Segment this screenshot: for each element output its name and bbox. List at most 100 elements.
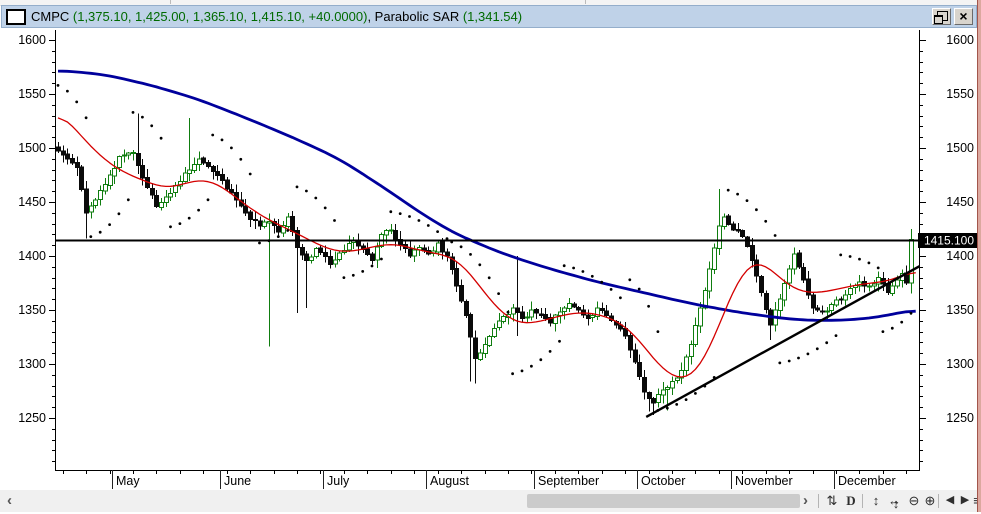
candle-up <box>89 205 94 213</box>
sar-dot <box>520 369 524 373</box>
sar-dot <box>305 189 308 193</box>
pan-icon[interactable]: ↔ ↕ <box>888 493 901 511</box>
candle-up <box>117 156 122 169</box>
y-axis-label: 1300 <box>946 357 974 371</box>
axis-labels: 1600 1600 1550 1550 1500 1500 1450 1450 1400 1400… <box>18 33 974 425</box>
zoom-in-icon[interactable]: ⊕ <box>924 493 936 508</box>
candle-down <box>534 309 539 314</box>
zoom-out-icon[interactable]: ⊖ <box>908 493 920 508</box>
sar-dot <box>408 215 411 218</box>
candle-up <box>707 268 712 292</box>
sar-dot <box>150 124 154 128</box>
sar-dot <box>478 263 482 267</box>
candle-down <box>318 247 323 254</box>
candle-up <box>487 335 492 347</box>
candle-down <box>258 220 263 227</box>
candle-down <box>740 229 745 238</box>
candle-down <box>215 170 220 176</box>
candle-down <box>79 166 84 191</box>
sar-dot <box>815 347 819 351</box>
y-axis-label: 1500 <box>946 141 974 155</box>
candle-down <box>225 179 230 190</box>
candle-down <box>136 152 141 167</box>
candle-down <box>56 146 61 152</box>
candle-down <box>651 397 656 404</box>
candle-up <box>497 320 502 329</box>
sar-dot <box>75 100 79 104</box>
candle-down <box>370 253 375 261</box>
candle-up <box>384 229 389 236</box>
y-axis-label: 1400 <box>18 249 46 263</box>
candle-up <box>693 325 698 346</box>
candle-up <box>825 310 830 313</box>
candle-up <box>314 247 319 257</box>
candle-up <box>511 307 516 315</box>
candle-down <box>328 255 333 266</box>
candle-up <box>389 229 394 232</box>
month-label: September <box>538 474 599 488</box>
scrollbar-thumb[interactable] <box>527 494 800 508</box>
vertical-fit-icon[interactable]: ↕ <box>872 493 880 508</box>
title-bar[interactable]: CMPC (1,375.10, 1,425.00, 1,365.10, 1,41… <box>1 5 977 28</box>
sar-dot <box>745 199 749 203</box>
sar-dot <box>619 296 622 300</box>
plot-area <box>56 69 920 418</box>
prev-chart-icon[interactable]: ◀ <box>945 494 955 506</box>
scroll-right-arrow[interactable]: › <box>803 492 808 509</box>
candle-down <box>600 308 605 311</box>
candle-down <box>811 294 816 309</box>
candle-up <box>595 307 600 318</box>
y-axis-label: 1350 <box>18 303 46 317</box>
candle-up <box>890 285 895 294</box>
candle-up <box>590 315 595 319</box>
candle-up <box>309 256 314 262</box>
candle-up <box>698 307 703 327</box>
restore-button[interactable] <box>932 8 951 25</box>
sar-dot <box>351 273 355 277</box>
next-chart-icon[interactable]: ▶ <box>960 494 970 506</box>
candle-up <box>876 277 881 285</box>
candle-down <box>820 310 825 313</box>
candle-down <box>65 153 70 160</box>
candle-down <box>300 246 305 256</box>
title-indicator-name: , Parabolic SAR <box>367 9 463 24</box>
candle-down <box>454 268 459 287</box>
axes <box>49 30 926 471</box>
candle-down <box>618 324 623 330</box>
candle-down <box>731 223 736 231</box>
candle-up <box>722 216 727 228</box>
sar-dot <box>628 278 632 282</box>
candle-up <box>670 380 675 389</box>
candle-up <box>164 196 169 204</box>
month-label: May <box>116 474 140 488</box>
candle-up <box>867 285 872 288</box>
candle-up <box>661 389 666 396</box>
candle-up <box>281 225 286 234</box>
candle-up <box>347 243 352 251</box>
month-label: November <box>735 474 793 488</box>
candle-up <box>782 283 787 301</box>
scroll-left-arrow[interactable]: ‹ <box>7 492 12 509</box>
trendline[interactable] <box>645 264 920 418</box>
candle-down <box>745 236 750 248</box>
periodicity-daily-icon[interactable]: D <box>846 493 856 508</box>
candle-up <box>187 169 192 175</box>
candle-down <box>806 278 811 296</box>
sar-dot <box>342 276 346 279</box>
candle-up <box>829 304 834 311</box>
candle-up <box>834 299 839 306</box>
sar-dot <box>389 210 393 214</box>
candle-down <box>754 259 759 277</box>
sar-dot <box>675 403 679 406</box>
y-axis-label: 1350 <box>946 303 974 317</box>
candle-up <box>108 174 113 187</box>
close-button[interactable]: × <box>954 8 973 25</box>
y-axis-label: 1500 <box>18 141 46 155</box>
restore-icon <box>934 10 948 24</box>
candlesticks <box>56 113 914 415</box>
rescale-icon[interactable]: ⇅ <box>826 493 838 508</box>
candle-down <box>750 245 755 261</box>
candle-up <box>872 283 877 287</box>
sar-dot <box>806 352 810 356</box>
